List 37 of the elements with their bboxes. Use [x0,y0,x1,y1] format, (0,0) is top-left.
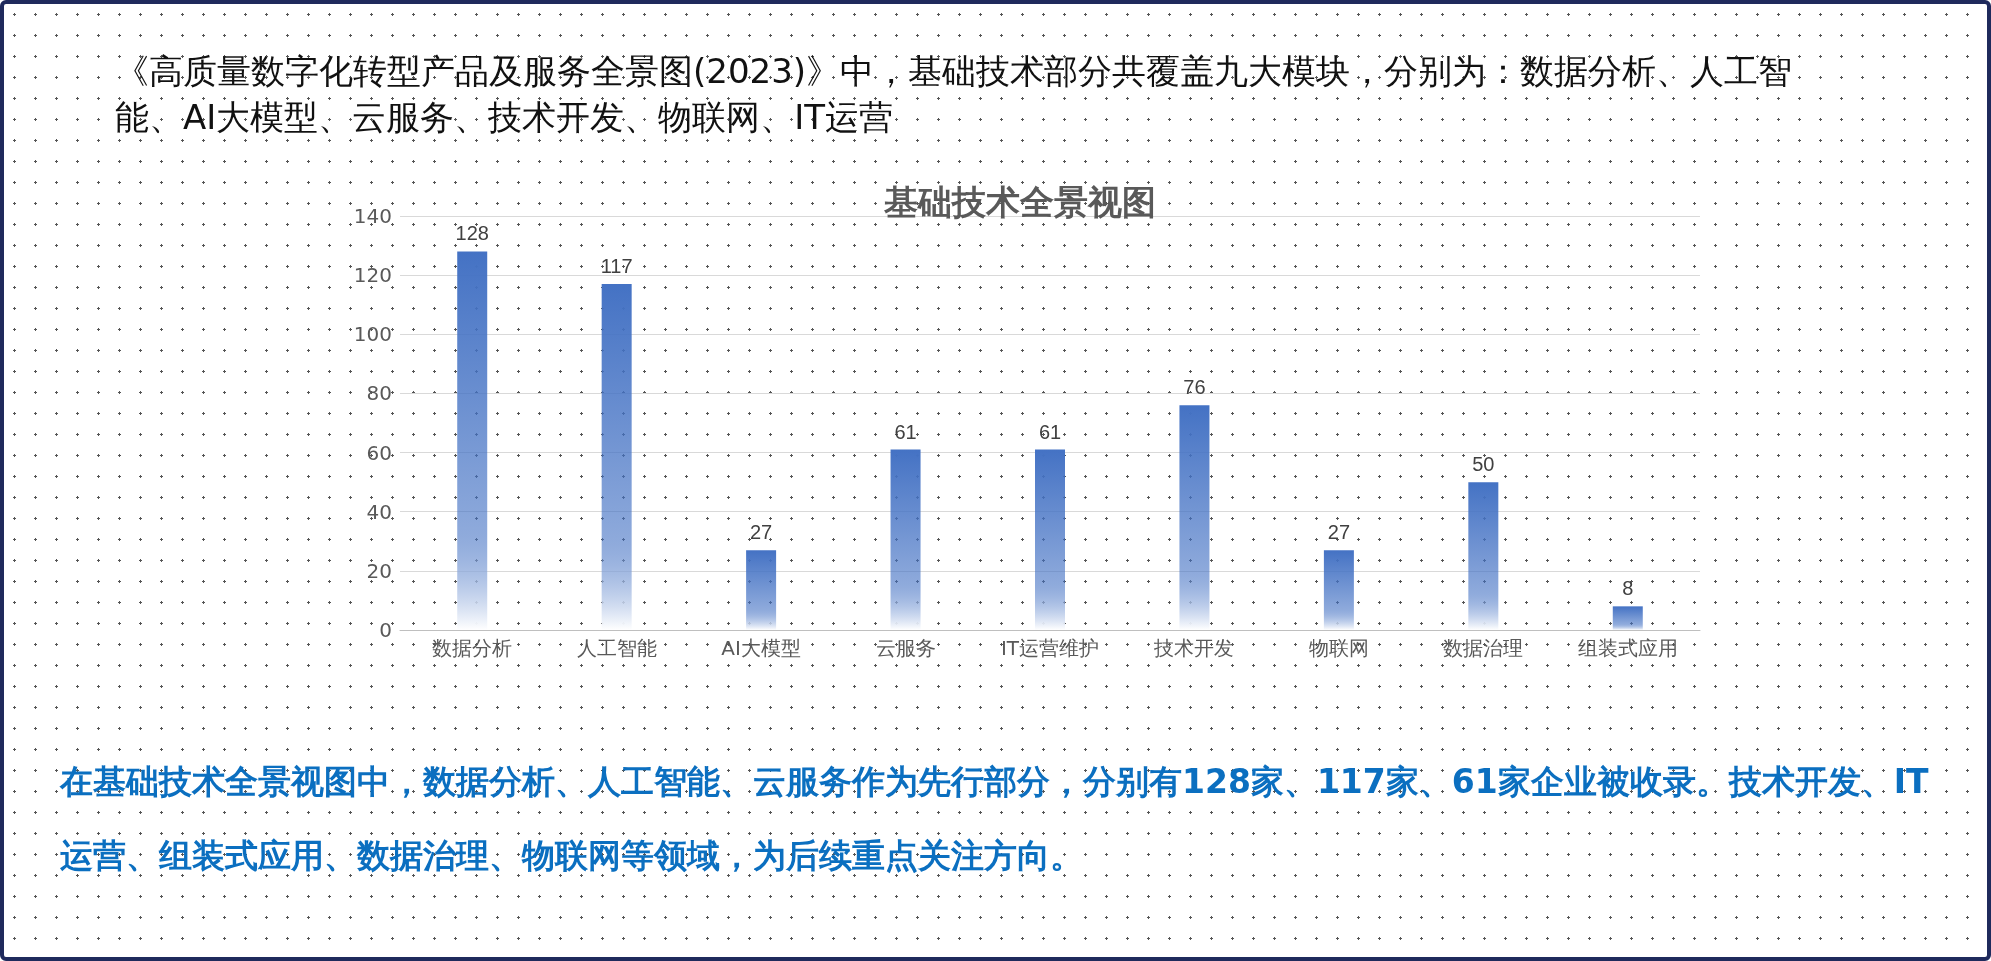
data-label: 117 [600,255,633,278]
data-label: 61 [894,420,917,443]
data-label: 27 [1327,521,1351,544]
bar [746,550,777,630]
y-tick-label: 60 [366,440,392,465]
data-label: 8 [1622,577,1634,600]
y-tick-label: 140 [353,204,392,228]
text: 在基础技术全景视图中，数据分析、人工智能、云服务作为先行部分，分别有128家、117家、61家企业被收录。技术开发、IT运营、组装式应用、数据治理、物联网等领域，为后续重点关注方向。 [60,761,1930,877]
data-label: 50 [1472,453,1495,476]
bar [1179,405,1210,630]
y-tick-label: 100 [353,322,392,347]
bar [1468,482,1499,630]
x-tick-label: 数据治理 [1443,636,1524,660]
x-tick-label: 物联网 [1308,636,1369,660]
data-label: 27 [749,521,773,544]
data-label: 76 [1183,376,1206,399]
text: 《高质量数字化转型产品及服务全景图(2023)》中，基础技术部分共覆盖九大模块，分别为：数据分析、人工智能、AI大模型、云服务、技术开发、物联网、IT运营 [115,50,1794,139]
y-tick-label: 20 [366,558,392,583]
x-tick-label: 数据分析 [432,636,513,660]
x-tick-label: 组装式应用 [1577,636,1678,660]
bar [890,449,921,630]
data-label: 128 [455,222,489,245]
y-tick-label: 40 [366,499,392,524]
data-label: 61 [1038,420,1062,443]
x-tick-label: IT运营维护 [1000,636,1100,660]
bar [1612,606,1643,630]
y-tick-label: 120 [353,263,392,288]
bar [1323,550,1354,630]
x-tick-label: 技术开发 [1153,636,1235,660]
chart-title: 基础技术全景视图 [883,182,1156,222]
bar [601,284,632,630]
bar [457,251,488,630]
y-tick-label: 0 [379,618,392,642]
x-tick-label: AI大模型 [721,636,801,660]
bar [1035,449,1065,630]
x-tick-label: 云服务 [875,636,936,660]
y-tick-label: 80 [366,381,392,406]
